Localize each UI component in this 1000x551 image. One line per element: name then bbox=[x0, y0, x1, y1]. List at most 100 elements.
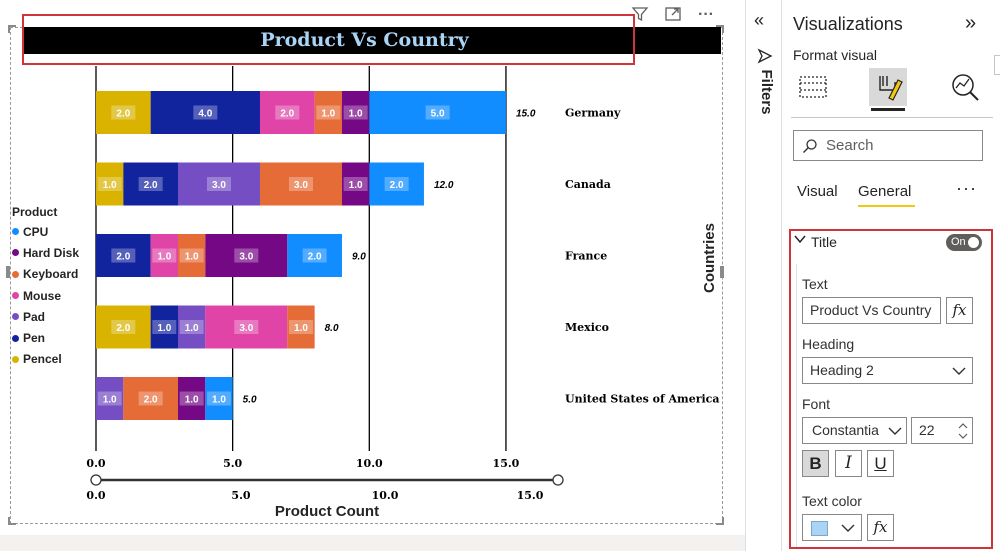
bar-segment[interactable] bbox=[177, 162, 260, 206]
bar-segment[interactable] bbox=[96, 162, 124, 206]
bar-segment[interactable] bbox=[150, 91, 260, 134]
title-card-heading[interactable]: Title bbox=[811, 234, 837, 250]
legend-item[interactable]: Pad bbox=[12, 306, 102, 327]
total-label: 8.0 bbox=[325, 323, 339, 334]
active-icon-indicator bbox=[871, 108, 905, 111]
data-label-background bbox=[343, 105, 368, 120]
pane-more-options-icon[interactable]: ··· bbox=[956, 178, 977, 198]
slider-handle-left[interactable] bbox=[90, 474, 102, 486]
legend-item[interactable]: Hard Disk bbox=[12, 242, 102, 263]
bar-segment[interactable] bbox=[177, 377, 206, 420]
legend-item[interactable]: Pencel bbox=[12, 349, 102, 370]
bar-segment[interactable] bbox=[123, 162, 178, 206]
data-label-background bbox=[138, 391, 163, 406]
x-tick-label: 5.0 bbox=[223, 457, 242, 470]
bar-segment[interactable] bbox=[341, 162, 370, 206]
build-visual-icon[interactable] bbox=[795, 68, 833, 106]
data-label-background bbox=[138, 177, 163, 191]
bar-segment[interactable] bbox=[96, 234, 151, 277]
resize-handle-left[interactable] bbox=[6, 266, 10, 278]
bar-segment[interactable] bbox=[287, 305, 315, 349]
legend-title: Product bbox=[12, 205, 58, 219]
legend-item[interactable]: Pen bbox=[12, 327, 102, 348]
heading-label: Heading bbox=[802, 336, 855, 352]
title-toggle[interactable]: On bbox=[946, 234, 982, 251]
filter-icon[interactable] bbox=[630, 5, 650, 25]
resize-handle-bottom-left[interactable] bbox=[8, 517, 16, 525]
visual-header: ··· bbox=[626, 5, 726, 25]
bar-segment[interactable] bbox=[259, 162, 342, 206]
bar-segment[interactable] bbox=[259, 91, 315, 134]
focus-mode-icon[interactable] bbox=[663, 5, 683, 25]
chevron-down-icon[interactable] bbox=[794, 233, 806, 248]
data-label-background bbox=[425, 105, 450, 120]
format-visual-icon[interactable] bbox=[869, 68, 907, 106]
bar-segment[interactable] bbox=[314, 91, 342, 134]
data-label: 1.0 bbox=[212, 395, 226, 406]
legend-item[interactable]: Keyboard bbox=[12, 264, 102, 285]
italic-button[interactable]: I bbox=[835, 450, 862, 477]
bar-segment[interactable] bbox=[341, 91, 370, 134]
data-label: 5.0 bbox=[431, 109, 445, 120]
tab-general[interactable]: General bbox=[858, 183, 912, 200]
underline-button[interactable]: U bbox=[867, 450, 894, 477]
bar-segment[interactable] bbox=[177, 305, 206, 349]
bar-segment[interactable] bbox=[123, 377, 178, 420]
resize-handle-right[interactable] bbox=[720, 266, 724, 278]
data-label: 1.0 bbox=[103, 395, 117, 406]
data-label: 4.0 bbox=[198, 109, 212, 120]
legend-item[interactable]: CPU bbox=[12, 221, 102, 242]
text-color-fx-button[interactable]: fx bbox=[867, 514, 894, 541]
bar-segment[interactable] bbox=[369, 162, 424, 206]
data-label: 3.0 bbox=[239, 252, 253, 263]
bold-button[interactable]: B bbox=[802, 450, 829, 477]
data-label: 2.0 bbox=[116, 252, 130, 263]
stepper-arrows-icon[interactable] bbox=[958, 420, 968, 450]
data-label: 1.0 bbox=[157, 323, 171, 334]
bar-segment[interactable] bbox=[96, 305, 151, 349]
resize-handle-top-left[interactable] bbox=[8, 25, 16, 33]
analytics-icon[interactable] bbox=[946, 68, 984, 106]
bar-segment[interactable] bbox=[150, 305, 178, 349]
resize-handle-top-right[interactable] bbox=[716, 25, 724, 33]
filters-pane[interactable]: « Filters bbox=[745, 0, 782, 551]
slider-handle-right[interactable] bbox=[552, 474, 564, 486]
title-highlight-box bbox=[22, 14, 635, 65]
resize-handle-bottom-right[interactable] bbox=[716, 517, 724, 525]
bar-segment[interactable] bbox=[96, 91, 151, 134]
collapse-filters-icon[interactable]: « bbox=[754, 10, 765, 30]
bar-segment[interactable] bbox=[205, 234, 288, 277]
more-options-icon[interactable]: ··· bbox=[698, 6, 714, 23]
data-label: 1.0 bbox=[157, 252, 171, 263]
bar-segment[interactable] bbox=[287, 234, 342, 277]
chevron-down-icon bbox=[841, 515, 855, 548]
bar-segment[interactable] bbox=[96, 377, 124, 420]
slider-tick-label: 10.0 bbox=[372, 489, 399, 502]
heading-dropdown[interactable]: Heading 2 bbox=[802, 357, 973, 384]
legend-label: Hard Disk bbox=[23, 245, 80, 260]
data-label: 3.0 bbox=[294, 180, 308, 191]
bar-segment[interactable] bbox=[205, 305, 288, 349]
filters-label[interactable]: Filters bbox=[758, 69, 775, 115]
bar-segment[interactable] bbox=[150, 234, 178, 277]
bar-segment[interactable] bbox=[369, 91, 506, 134]
title-text-fx-button[interactable]: fx bbox=[946, 297, 973, 324]
chart-title-bar: Product Vs Country bbox=[24, 27, 721, 54]
chevron-down-icon bbox=[888, 418, 902, 451]
font-family-dropdown[interactable]: Constantia bbox=[802, 417, 907, 444]
title-text-input[interactable]: Product Vs Country bbox=[802, 297, 941, 324]
tab-visual[interactable]: Visual bbox=[797, 183, 838, 200]
category-label: Canada bbox=[565, 178, 611, 191]
bar-segment[interactable] bbox=[205, 377, 233, 420]
legend-label: Pen bbox=[23, 331, 46, 346]
font-size-stepper[interactable]: 22 bbox=[911, 417, 973, 444]
text-color-picker[interactable] bbox=[802, 514, 862, 541]
data-label-background bbox=[193, 105, 218, 120]
data-label-background bbox=[234, 248, 259, 263]
data-label-background bbox=[234, 320, 259, 334]
font-label: Font bbox=[802, 396, 831, 412]
expand-pane-icon[interactable]: » bbox=[965, 12, 977, 34]
legend-item[interactable]: Mouse bbox=[12, 285, 102, 306]
bar-segment[interactable] bbox=[177, 234, 206, 277]
search-input[interactable]: Search bbox=[793, 130, 983, 161]
